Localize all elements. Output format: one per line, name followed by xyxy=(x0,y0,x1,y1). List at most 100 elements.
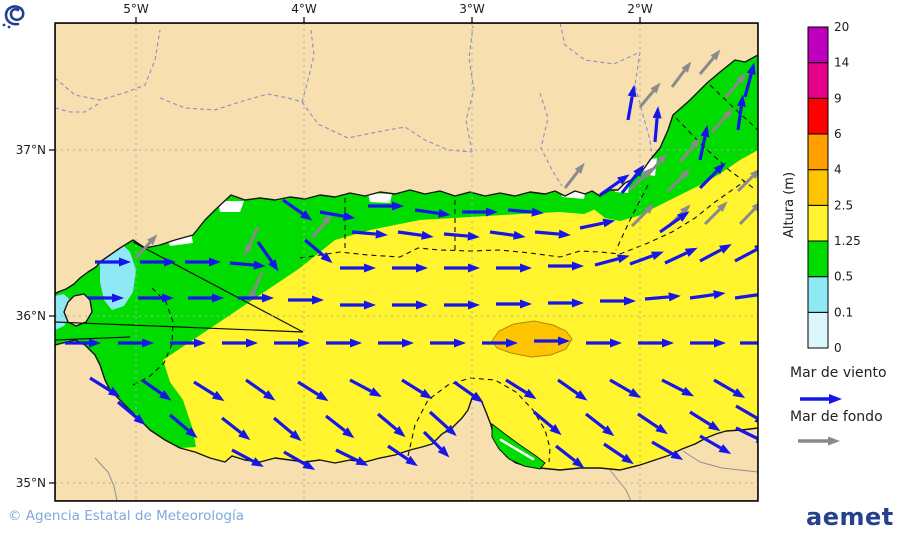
arrow-shaft xyxy=(141,378,163,396)
arrow-head xyxy=(468,300,480,310)
wind-arrow xyxy=(340,300,376,310)
wave-zone-calm xyxy=(100,240,136,310)
arrow-head xyxy=(717,201,728,212)
arrow-head xyxy=(209,257,221,267)
arrow-shaft xyxy=(335,448,359,462)
wind-arrow xyxy=(743,62,756,98)
arrow-head xyxy=(732,388,746,398)
arrow-shaft xyxy=(376,412,398,431)
arrow-shaft xyxy=(401,378,424,395)
wind-arrow xyxy=(599,174,630,197)
arrow-head xyxy=(652,106,662,119)
arrow-head xyxy=(298,338,310,348)
arrow-head xyxy=(713,162,726,175)
arrow-head xyxy=(627,84,637,98)
arrow-head xyxy=(751,203,758,212)
wind-arrow xyxy=(713,378,746,398)
latitude-tick-label: 36°N xyxy=(16,309,46,323)
map-layers xyxy=(55,23,771,501)
arrow-shaft xyxy=(628,174,646,192)
arrow-head xyxy=(312,295,324,305)
province-border xyxy=(55,29,161,101)
wind-arrow xyxy=(378,338,414,348)
wind-arrow xyxy=(392,300,428,310)
arrow-shaft xyxy=(736,106,743,131)
wind-arrow xyxy=(376,412,406,438)
wind-arrow xyxy=(89,376,121,398)
arrow-head xyxy=(107,386,121,398)
logo-swirl xyxy=(4,5,25,26)
wind-arrow xyxy=(626,84,637,121)
wind-arrow xyxy=(698,124,710,161)
wind-arrow xyxy=(430,338,466,348)
wind-arrow xyxy=(548,298,584,308)
arrow-head xyxy=(736,94,746,107)
arrow-shaft xyxy=(310,220,327,239)
arrow-shaft xyxy=(738,207,756,226)
arrow-head xyxy=(263,390,276,401)
arrow-head xyxy=(829,394,842,404)
arrow-shaft xyxy=(351,230,377,236)
swell-arrow xyxy=(724,72,747,98)
wind-arrow xyxy=(238,293,274,303)
wind-arrow xyxy=(325,414,355,439)
wind-arrow xyxy=(661,378,695,397)
wind-arrow xyxy=(229,260,266,270)
colorbar-title: Altura (m) xyxy=(782,171,797,239)
arrow-head xyxy=(758,290,771,299)
arrow-shaft xyxy=(134,241,152,260)
arrow-head xyxy=(375,229,388,239)
wind-arrow xyxy=(283,450,316,470)
arrow-head xyxy=(680,204,691,215)
arrow-shaft xyxy=(710,115,728,134)
wind-arrow xyxy=(548,261,584,271)
maritime-boundary-dashed xyxy=(299,180,746,259)
wind-arrow xyxy=(482,338,518,348)
arrow-shaft xyxy=(507,208,533,214)
arrow-shaft xyxy=(735,426,758,440)
colorbar-cell xyxy=(807,204,829,242)
maritime-boundary-dashed xyxy=(407,377,551,463)
arrow-head xyxy=(651,251,664,261)
arrow-head xyxy=(142,338,154,348)
swell-arrow xyxy=(678,137,701,163)
arrow-head xyxy=(513,230,526,240)
wind-arrow xyxy=(735,404,758,423)
arrow-head xyxy=(718,444,732,454)
arrow-shaft xyxy=(678,144,695,163)
arrow-shaft xyxy=(699,248,722,263)
arrow-shaft xyxy=(505,378,528,395)
wind-arrow xyxy=(422,430,450,458)
arrow-shaft xyxy=(247,226,260,247)
arrow-shaft xyxy=(698,136,707,161)
province-border xyxy=(465,25,475,153)
arrow-head xyxy=(723,108,734,120)
longitude-tick-label: 3°W xyxy=(459,2,485,16)
arrow-shaft xyxy=(231,448,254,463)
arrow-shaft xyxy=(734,248,757,263)
arrow-head xyxy=(350,338,362,348)
arrow-head xyxy=(119,257,131,267)
swell-arrow xyxy=(736,169,758,193)
arrow-head xyxy=(244,244,253,257)
wind-arrow xyxy=(462,207,498,217)
wind-arrow xyxy=(116,400,146,426)
no-data-patch xyxy=(218,201,244,212)
wind-arrow xyxy=(140,257,176,267)
wind-arrow xyxy=(659,211,690,234)
wind-arrow xyxy=(637,412,668,435)
arrow-head xyxy=(454,338,466,348)
wind-arrow xyxy=(444,300,480,310)
wind-arrow xyxy=(699,434,732,454)
province-border xyxy=(559,23,641,65)
wind-arrow xyxy=(585,412,615,437)
arrow-shaft xyxy=(283,450,306,466)
arrow-head xyxy=(558,336,570,346)
arrow-head xyxy=(112,293,124,303)
colorbar-cell xyxy=(807,26,829,64)
arrow-head xyxy=(438,208,451,218)
province-border xyxy=(301,29,315,103)
arrow-head xyxy=(520,263,532,273)
arrow-head xyxy=(523,388,537,400)
